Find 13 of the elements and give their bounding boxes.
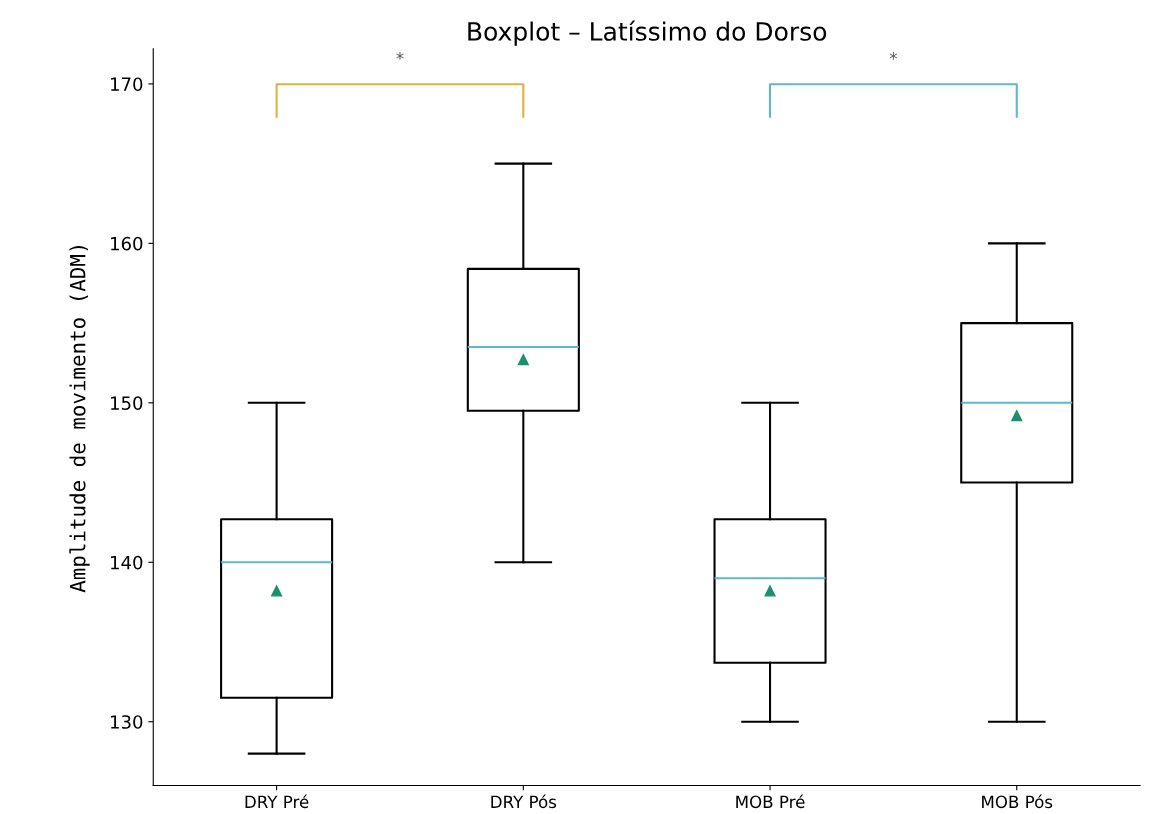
y-tick-label: 170 [111,77,143,92]
annotation: * [889,52,898,60]
y-tick-label: 140 [111,555,143,570]
x-tick-label: MOB Pós [982,794,1053,809]
x-tick-label: DRY Pré [245,794,309,809]
y-tick-label: 150 [111,396,143,410]
y-tick-label: 160 [111,236,143,251]
y-axis-title: Amplitude de movimento (ADM) [69,245,90,593]
x-tick-label: DRY Pós [491,794,557,809]
annotation: * [396,52,404,60]
chart-title: Boxplot – Latíssimo do Dorso [468,20,827,46]
x-tick-label: MOB Pré [736,794,805,809]
y-tick-label: 130 [111,715,143,729]
